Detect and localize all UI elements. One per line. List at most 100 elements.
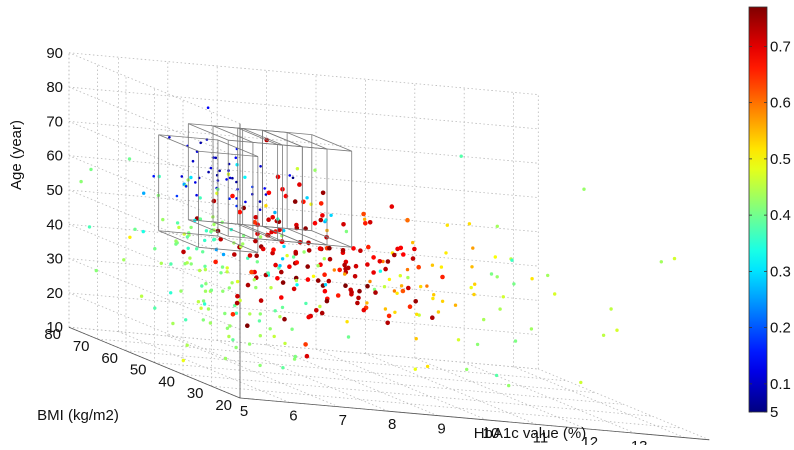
data-point <box>232 252 237 257</box>
y-tick-label: 30 <box>187 385 204 402</box>
data-point <box>257 319 262 323</box>
data-point <box>204 229 209 233</box>
z-tick-label: 50 <box>46 182 63 199</box>
data-point <box>659 260 663 264</box>
data-point <box>302 250 306 254</box>
data-point <box>316 264 320 268</box>
data-point <box>430 315 435 321</box>
data-point <box>425 284 429 288</box>
data-point <box>209 288 214 292</box>
data-point <box>203 264 207 268</box>
data-point <box>306 314 312 320</box>
colorbar-tick-label: 5 <box>770 404 778 421</box>
data-point <box>582 187 586 191</box>
data-point <box>293 275 299 281</box>
data-point <box>495 275 499 279</box>
data-point <box>411 240 415 245</box>
data-point <box>180 175 184 178</box>
data-point <box>252 278 256 282</box>
data-point <box>363 221 368 226</box>
data-point <box>373 290 378 295</box>
data-point <box>213 259 218 265</box>
data-point <box>367 220 373 225</box>
colorbar-tick-label: 0.1 <box>770 376 791 393</box>
data-point <box>157 174 161 179</box>
data-point <box>153 247 157 251</box>
data-point <box>440 274 445 280</box>
data-point <box>231 338 235 342</box>
colorbar-tick-label: 0.3 <box>770 263 791 280</box>
data-point <box>383 307 388 311</box>
data-point <box>465 367 469 372</box>
data-point <box>235 180 238 184</box>
x-tick-label: 8 <box>388 416 396 433</box>
data-point <box>529 327 534 331</box>
data-point <box>407 304 413 310</box>
data-point <box>412 246 417 252</box>
data-point <box>290 327 294 331</box>
data-point <box>288 174 292 177</box>
data-point <box>245 323 250 329</box>
data-point <box>444 251 448 255</box>
data-point <box>228 197 231 200</box>
data-point <box>353 263 359 269</box>
z-tick-label: 20 <box>46 285 63 302</box>
data-point <box>507 383 511 388</box>
data-point <box>366 244 371 250</box>
data-point <box>493 255 497 259</box>
data-point <box>79 179 83 184</box>
data-point <box>258 298 264 303</box>
data-point <box>401 252 406 257</box>
data-point <box>270 215 276 220</box>
data-point <box>318 217 324 223</box>
data-point <box>268 327 272 331</box>
data-point <box>546 273 550 278</box>
data-point <box>356 295 361 301</box>
data-point <box>264 193 268 196</box>
data-point <box>212 156 215 159</box>
data-point <box>431 296 435 301</box>
data-point <box>191 159 195 163</box>
data-point <box>181 358 185 363</box>
data-point <box>432 293 436 297</box>
data-point <box>263 187 267 190</box>
data-point <box>266 217 271 222</box>
data-point <box>406 285 411 291</box>
data-point <box>305 196 309 200</box>
data-point <box>320 190 326 196</box>
data-point <box>252 220 257 225</box>
data-point <box>234 311 239 315</box>
data-point <box>259 165 262 168</box>
y-tick-label: 50 <box>130 362 147 379</box>
z-tick-label: 30 <box>46 251 63 268</box>
data-point <box>440 299 445 303</box>
data-point <box>389 204 395 209</box>
data-point <box>219 271 223 275</box>
data-point <box>214 156 218 160</box>
data-point <box>291 286 297 292</box>
data-point <box>230 281 234 285</box>
data-point <box>203 238 207 243</box>
data-point <box>243 175 247 179</box>
data-point <box>254 285 258 290</box>
data-point <box>324 298 330 304</box>
colorbar: 5 0.1 0.2 0.3 0.4 0.5 0.6 0.7 <box>748 6 791 421</box>
z-tick-label: 40 <box>46 216 63 233</box>
data-point <box>392 289 397 293</box>
data-point <box>287 264 292 270</box>
data-point <box>169 262 173 266</box>
data-point <box>279 295 284 300</box>
data-point <box>319 310 325 316</box>
data-point <box>195 247 199 251</box>
data-point <box>406 275 410 280</box>
data-point <box>264 204 268 208</box>
data-point <box>579 380 583 385</box>
data-point <box>295 283 299 287</box>
data-point <box>225 178 228 181</box>
data-point <box>314 308 319 313</box>
data-point <box>494 373 499 378</box>
data-point <box>188 256 192 260</box>
data-point <box>175 221 180 225</box>
